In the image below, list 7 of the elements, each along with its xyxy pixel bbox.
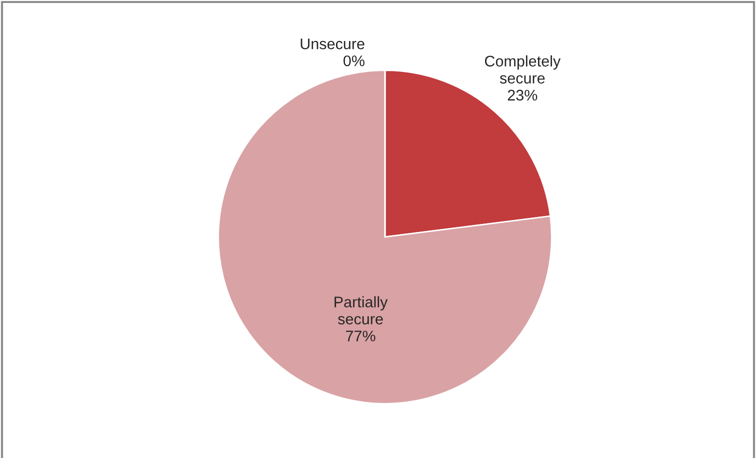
slice-label: Partially secure (334, 296, 388, 324)
data-label: 77% (346, 330, 376, 342)
text: 0% (344, 55, 364, 66)
data-label: 23% (508, 90, 538, 101)
slice-label: Completely secure (484, 55, 561, 84)
category-label: Unsecure (300, 38, 364, 50)
pie-slice (218, 70, 552, 404)
